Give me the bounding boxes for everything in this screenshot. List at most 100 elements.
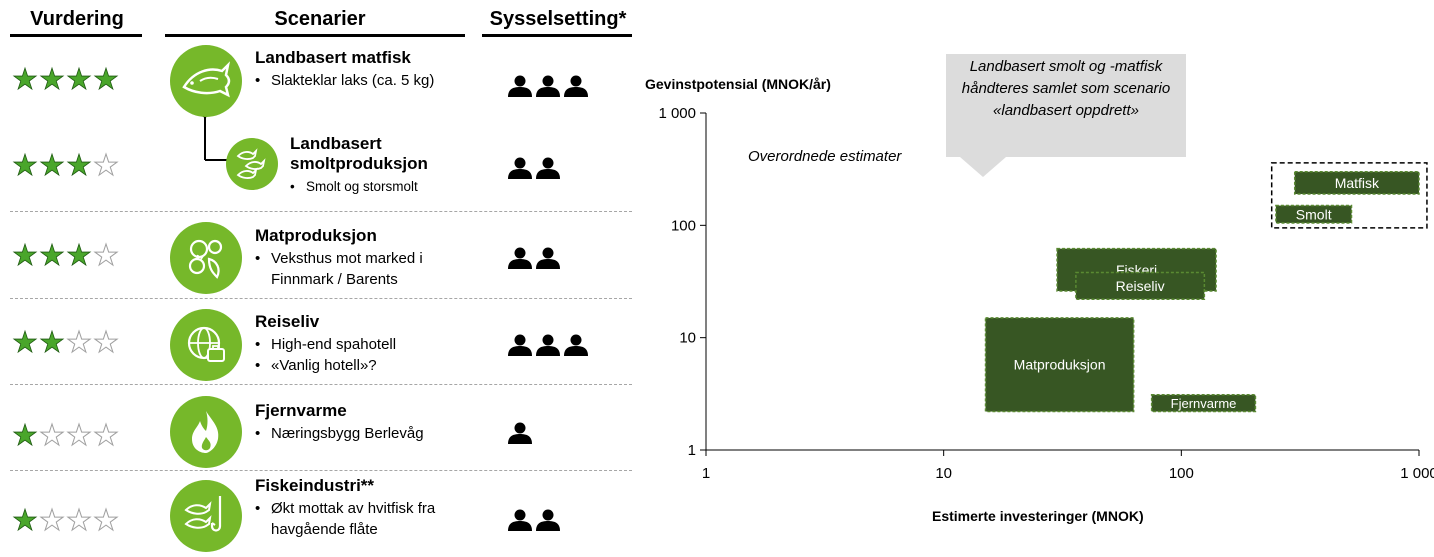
bar-label-matfisk: Matfisk xyxy=(1335,175,1380,191)
callout-line: «landbasert oppdrett» xyxy=(993,102,1139,119)
star-empty-icon: ★ xyxy=(39,505,66,537)
x-tick-label: 1 000 xyxy=(1400,465,1434,482)
star-filled-icon: ★ xyxy=(12,150,39,182)
star-empty-icon: ★ xyxy=(93,420,120,452)
rating-stars: ★ ★ ★ ★ xyxy=(12,64,120,96)
star-empty-icon: ★ xyxy=(93,240,120,272)
y-tick-label: 1 xyxy=(688,442,696,459)
scenario-bullet: • Økt mottak av hvitfisk fra xyxy=(255,500,436,517)
star-empty-icon: ★ xyxy=(93,327,120,359)
salmon-icon xyxy=(170,45,242,117)
chart-annotation: Overordnede estimater xyxy=(748,148,902,165)
star-filled-icon: ★ xyxy=(12,64,39,96)
scenario-bullet: • Slakteklar laks (ca. 5 kg) xyxy=(255,72,435,89)
scenario-title: Landbasert matfisk xyxy=(255,48,411,67)
star-filled-icon: ★ xyxy=(12,327,39,359)
scenario-bullet: havgående flåte xyxy=(271,521,378,538)
y-tick-label: 1 000 xyxy=(658,105,696,122)
rating-stars: ★ ★ ★ ★ xyxy=(12,505,120,537)
rating-stars: ★ ★ ★ ★ xyxy=(12,420,120,452)
group-box xyxy=(1270,162,1428,229)
star-empty-icon: ★ xyxy=(66,420,93,452)
star-empty-icon: ★ xyxy=(93,150,120,182)
y-axis-label: Gevinstpotensial (MNOK/år) xyxy=(645,76,831,92)
bar-matfisk xyxy=(1293,170,1420,195)
row-divider xyxy=(10,211,632,212)
person-icon xyxy=(507,422,533,449)
person-icon xyxy=(563,75,589,102)
header-employment: Sysselsetting* xyxy=(489,8,627,30)
scenario-title: Fjernvarme xyxy=(255,401,347,420)
y-tick-label: 100 xyxy=(671,217,696,234)
fish-hook-icon xyxy=(170,480,242,552)
header-underline-employment xyxy=(482,34,632,37)
star-empty-icon: ★ xyxy=(66,327,93,359)
bar-matproduksjon xyxy=(984,317,1135,413)
rating-stars: ★ ★ ★ ★ xyxy=(12,327,120,359)
star-filled-icon: ★ xyxy=(12,240,39,272)
scenario-title: Fiskeindustri** xyxy=(255,476,375,495)
x-axis-label: Estimerte investeringer (MNOK) xyxy=(932,508,1144,524)
scenario-bullet: • «Vanlig hotell»? xyxy=(255,357,377,374)
star-filled-icon: ★ xyxy=(12,420,39,452)
star-filled-icon: ★ xyxy=(39,64,66,96)
person-icon xyxy=(507,509,533,536)
scenario-bullet: • High-end spahotell xyxy=(255,336,397,353)
y-tick-label: 10 xyxy=(679,330,696,347)
scenario-title: Matproduksjon xyxy=(255,226,377,245)
rating-stars: ★ ★ ★ ★ xyxy=(12,150,120,182)
investment-gain-chart: Gevinstpotensial (MNOK/år) Estimerte inv… xyxy=(630,0,1434,557)
callout-box: Landbasert smolt og -matfisk håndteres s… xyxy=(946,54,1186,157)
scenario-bullet: • Veksthus mot marked i xyxy=(255,250,423,267)
flame-icon xyxy=(170,396,242,468)
star-filled-icon: ★ xyxy=(39,327,66,359)
row-divider xyxy=(10,298,632,299)
scenario-bullet: • Næringsbygg Berlevåg xyxy=(255,425,424,442)
person-icon xyxy=(507,247,533,274)
person-icon xyxy=(535,334,561,361)
scenario-bullet: • Smolt og storsmolt xyxy=(290,179,418,194)
bar-smolt xyxy=(1275,204,1353,224)
person-icon xyxy=(507,157,533,184)
star-empty-icon: ★ xyxy=(39,420,66,452)
star-filled-icon: ★ xyxy=(12,505,39,537)
bar-label-matproduksjon: Matproduksjon xyxy=(1014,357,1106,373)
callout-line: Landbasert smolt og -matfisk xyxy=(969,58,1163,75)
bar-label-fjernvarme: Fjernvarme xyxy=(1171,396,1237,411)
person-icon xyxy=(535,509,561,536)
employment-people xyxy=(507,334,589,361)
employment-people xyxy=(507,75,589,102)
header-underline-scenarios xyxy=(165,34,465,37)
person-icon xyxy=(563,334,589,361)
employment-people xyxy=(507,157,561,184)
star-empty-icon: ★ xyxy=(66,505,93,537)
scenario-title: Reiseliv xyxy=(255,312,320,331)
header-scenarios: Scenarier xyxy=(274,8,366,30)
smolt-fish-icon xyxy=(226,138,278,190)
bar-label-reiseliv: Reiseliv xyxy=(1116,278,1165,294)
star-empty-icon: ★ xyxy=(93,505,120,537)
rating-stars: ★ ★ ★ ★ xyxy=(12,240,120,272)
star-filled-icon: ★ xyxy=(66,240,93,272)
bar-label-smolt: Smolt xyxy=(1296,206,1332,222)
person-icon xyxy=(507,334,533,361)
star-filled-icon: ★ xyxy=(66,64,93,96)
star-filled-icon: ★ xyxy=(39,240,66,272)
star-filled-icon: ★ xyxy=(39,150,66,182)
header-rating: Vurdering xyxy=(30,8,124,30)
employment-people xyxy=(507,422,533,449)
globe-suitcase-icon xyxy=(170,309,242,381)
scenario-bullet: Finnmark / Barents xyxy=(271,271,398,288)
scenario-title: Landbasert smoltproduksjon xyxy=(290,134,428,173)
header-underline-rating xyxy=(10,34,142,37)
x-tick-label: 100 xyxy=(1169,465,1194,482)
row-divider xyxy=(10,470,632,471)
x-tick-label: 10 xyxy=(935,465,952,482)
employment-people xyxy=(507,509,561,536)
scenario-table: Vurdering Scenarier Sysselsetting* ★ ★ ★ ★ … xyxy=(0,0,640,557)
callout-pointer xyxy=(960,157,1006,177)
vegetables-icon xyxy=(170,222,242,294)
person-icon xyxy=(535,247,561,274)
star-filled-icon: ★ xyxy=(93,64,120,96)
